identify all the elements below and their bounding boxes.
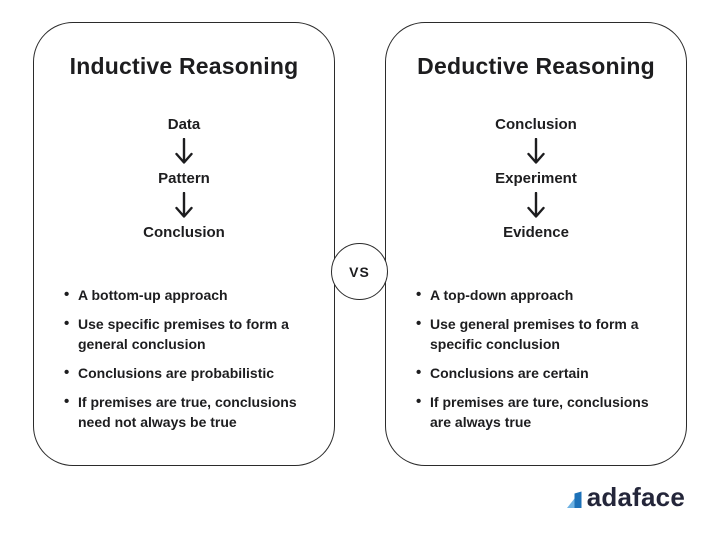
list-item: If premises are ture, conclusions are al…: [416, 392, 668, 432]
arrow-down-icon: [527, 138, 545, 164]
list-item: A top-down approach: [416, 285, 668, 305]
list-item: If premises are true, conclusions need n…: [64, 392, 316, 432]
vs-badge: VS: [331, 243, 388, 300]
flow-step-experiment: Experiment: [495, 170, 577, 187]
list-item: Use general premises to form a specific …: [416, 314, 668, 354]
vs-label: VS: [349, 263, 370, 280]
bar-chart-icon: [566, 491, 582, 508]
bullet-list-deductive: A top-down approach Use general premises…: [386, 285, 686, 432]
card-inductive-reasoning: Inductive Reasoning Data Pattern Conclus…: [33, 22, 335, 466]
list-item: A bottom-up approach: [64, 285, 316, 305]
flow-step-data: Data: [167, 116, 201, 133]
flow-step-conclusion: Conclusion: [495, 116, 577, 133]
flow-step-conclusion: Conclusion: [143, 224, 225, 241]
list-item: Use specific premises to form a general …: [64, 314, 316, 354]
list-item: Conclusions are probabilistic: [64, 363, 316, 383]
flow-step-evidence: Evidence: [503, 224, 569, 241]
card-title-inductive: Inductive Reasoning: [69, 53, 299, 79]
list-item: Conclusions are certain: [416, 363, 668, 383]
card-title-deductive: Deductive Reasoning: [417, 53, 655, 79]
flow-inductive: Data Pattern Conclusion: [34, 116, 334, 241]
card-deductive-reasoning: Deductive Reasoning Conclusion Experimen…: [385, 22, 687, 466]
arrow-down-icon: [175, 138, 193, 164]
bullet-list-inductive: A bottom-up approach Use specific premis…: [34, 285, 334, 432]
flow-step-pattern: Pattern: [158, 170, 210, 187]
arrow-down-icon: [527, 192, 545, 218]
adaface-logo: adaface: [566, 484, 685, 510]
flow-deductive: Conclusion Experiment Evidence: [386, 116, 686, 241]
arrow-down-icon: [175, 192, 193, 218]
logo-wordmark: adaface: [586, 482, 685, 512]
